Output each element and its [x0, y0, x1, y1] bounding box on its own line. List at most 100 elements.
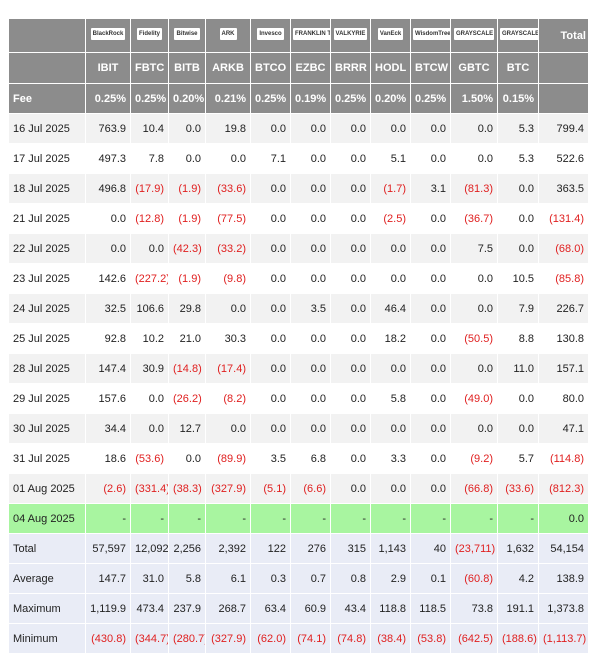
- flow-value: (66.8): [450, 473, 498, 504]
- issuer-logo: WisdomTree: [413, 28, 450, 40]
- table-row: Maximum 1,119.9 473.4 237.9 268.7 63.4 60.9 43.…: [8, 593, 589, 624]
- flow-value: 0.0: [410, 383, 451, 414]
- flow-value: 0.0: [290, 263, 331, 294]
- flow-value: (227.2): [130, 263, 169, 294]
- flow-value: 496.8: [85, 173, 131, 204]
- flow-value: (1.9): [168, 173, 206, 204]
- date-label: 18 Jul 2025: [8, 173, 86, 204]
- flow-value: 0.0: [130, 383, 169, 414]
- flow-value: (50.5): [450, 323, 498, 354]
- summary-value: (53.8): [410, 623, 451, 654]
- summary-value: (642.5): [450, 623, 498, 654]
- flow-value: (6.6): [290, 473, 331, 504]
- total-header: Total: [538, 18, 589, 53]
- flow-value: (9.2): [450, 443, 498, 474]
- flow-value: 3.1: [410, 173, 451, 204]
- table-body: BlackRock Fidelity Bitwise ARK Invesco FRANKL…: [8, 18, 589, 654]
- flow-value: 80.0: [538, 383, 589, 414]
- flow-value: 0.0: [330, 413, 371, 444]
- flow-value: 0.0: [370, 113, 411, 144]
- flow-value: (77.5): [205, 203, 251, 234]
- flow-value: 0.0: [497, 383, 539, 414]
- issuer-cell: ARK: [205, 18, 251, 53]
- table-row: 28 Jul 2025 147.4 30.9 (14.8) (17.4) 0.0 0.0 0.…: [8, 353, 589, 384]
- flow-value: 147.4: [85, 353, 131, 384]
- flow-value: (42.3): [168, 233, 206, 264]
- summary-value: (188.6): [497, 623, 539, 654]
- flow-value: 0.0: [410, 203, 451, 234]
- flow-value: 0.0: [497, 233, 539, 264]
- summary-value: 4.2: [497, 563, 539, 594]
- flow-value: 0.0: [410, 473, 451, 504]
- issuer-cell: Invesco: [250, 18, 291, 53]
- summary-value: 1,373.8: [538, 593, 589, 624]
- flow-value: 0.0: [290, 383, 331, 414]
- flow-value: 3.5: [290, 293, 331, 324]
- summary-value: 147.7: [85, 563, 131, 594]
- flow-value: (5.1): [250, 473, 291, 504]
- flow-value: (1.7): [370, 173, 411, 204]
- ticker: IBIT: [85, 52, 131, 84]
- table-row: 31 Jul 2025 18.6 (53.6) 0.0 (89.9) 3.5 6.8 0.0 3…: [8, 443, 589, 474]
- flow-value: 0.0: [250, 293, 291, 324]
- flow-value: 5.3: [497, 143, 539, 174]
- date-label: 24 Jul 2025: [8, 293, 86, 324]
- flow-value: (36.7): [450, 203, 498, 234]
- summary-value: (327.9): [205, 623, 251, 654]
- issuer-logo: VALKYRIE: [333, 28, 368, 40]
- summary-value: 118.8: [370, 593, 411, 624]
- issuer-cell: VALKYRIE: [330, 18, 371, 53]
- flow-value: 0.0: [205, 293, 251, 324]
- summary-value: 191.1: [497, 593, 539, 624]
- flow-value: 157.1: [538, 353, 589, 384]
- flow-value: 32.5: [85, 293, 131, 324]
- summary-value: (38.4): [370, 623, 411, 654]
- summary-label: Maximum: [8, 593, 86, 624]
- summary-value: 1,143: [370, 533, 411, 564]
- summary-value: 31.0: [130, 563, 169, 594]
- flow-value: 0.0: [250, 383, 291, 414]
- fee-value: 0.20%: [168, 83, 206, 114]
- fee-value: 0.15%: [497, 83, 539, 114]
- flow-value: (17.9): [130, 173, 169, 204]
- flow-value: 0.0: [250, 113, 291, 144]
- fee-value: 0.25%: [410, 83, 451, 114]
- flow-value: 18.2: [370, 323, 411, 354]
- issuer-cell: BlackRock: [85, 18, 131, 53]
- summary-value: 57,597: [85, 533, 131, 564]
- table-row: 29 Jul 2025 157.6 0.0 (26.2) (8.2) 0.0 0.0 0.0 5…: [8, 383, 589, 414]
- flow-value: 0.0: [370, 233, 411, 264]
- flow-value: (85.8): [538, 263, 589, 294]
- flow-value: 799.4: [538, 113, 589, 144]
- flow-value: 226.7: [538, 293, 589, 324]
- flow-value: 18.6: [85, 443, 131, 474]
- flow-value: (131.4): [538, 203, 589, 234]
- flow-value: 0.0: [450, 113, 498, 144]
- flow-value: 0.0: [497, 203, 539, 234]
- flow-value: -: [370, 503, 411, 534]
- summary-value: 12,092: [130, 533, 169, 564]
- corner-cell: [8, 52, 86, 84]
- summary-value: 60.9: [290, 593, 331, 624]
- date-label: 29 Jul 2025: [8, 383, 86, 414]
- issuer-cell: GRAYSCALE: [450, 18, 498, 53]
- fee-value: 0.20%: [370, 83, 411, 114]
- flow-value: (68.0): [538, 233, 589, 264]
- ticker: EZBC: [290, 52, 331, 84]
- flow-value: 10.5: [497, 263, 539, 294]
- flow-value: 0.0: [85, 203, 131, 234]
- summary-value: (74.1): [290, 623, 331, 654]
- issuer-logo: Invesco: [257, 28, 284, 40]
- date-label: 23 Jul 2025: [8, 263, 86, 294]
- flow-value: 0.0: [497, 413, 539, 444]
- table-row: Fee 0.25% 0.25% 0.20% 0.21% 0.25% 0.19% 0.25% 0.…: [8, 83, 589, 114]
- flow-value: 0.0: [330, 143, 371, 174]
- flow-value: (89.9): [205, 443, 251, 474]
- flow-value: 0.0: [330, 383, 371, 414]
- summary-value: 237.9: [168, 593, 206, 624]
- flow-value: 0.0: [205, 413, 251, 444]
- summary-value: 2,392: [205, 533, 251, 564]
- table-row: 22 Jul 2025 0.0 0.0 (42.3) (33.2) 0.0 0.0 0.0 0.…: [8, 233, 589, 264]
- summary-value: 0.3: [250, 563, 291, 594]
- summary-value: 2.9: [370, 563, 411, 594]
